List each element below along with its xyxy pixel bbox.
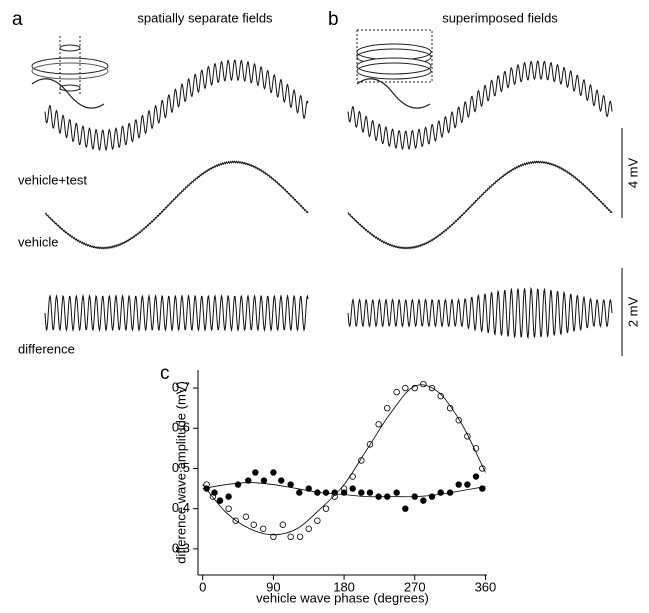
x-tick-label: 180 [333, 579, 355, 594]
panel-label: a [12, 9, 23, 30]
data-point [270, 533, 277, 541]
data-point [252, 469, 259, 476]
traces [44, 59, 613, 340]
trace [44, 59, 309, 152]
data-point [296, 489, 303, 496]
x-tick-label: 90 [266, 579, 280, 594]
x-tick-label: 360 [475, 579, 497, 594]
x-axis-label: vehicle wave phase (degrees) [256, 590, 429, 605]
data-point [305, 525, 312, 532]
data-point [216, 497, 224, 504]
data-point [455, 481, 462, 488]
data-point [245, 477, 252, 484]
data-point [472, 473, 480, 480]
panel-title: spatially separate fields [137, 10, 273, 25]
x-tick-label: 0 [199, 579, 206, 594]
scale-label: 4 mV [625, 158, 640, 189]
y-tick-label: 0.5 [172, 460, 190, 475]
inset-icon [356, 29, 433, 109]
data-point [322, 505, 330, 512]
data-point [211, 489, 218, 496]
data-point [260, 477, 268, 484]
data-point [393, 489, 400, 496]
inset-icon [31, 36, 109, 109]
trace [347, 286, 613, 340]
data-point [366, 489, 374, 496]
data-point [358, 489, 365, 496]
data-point [259, 525, 267, 532]
data-point [402, 384, 409, 392]
data-point [250, 521, 257, 528]
data-point [234, 481, 242, 488]
data-point [340, 489, 348, 496]
fit-line [202, 384, 486, 536]
trace-label: difference [18, 341, 75, 356]
panel-title: superimposed fields [442, 10, 558, 25]
panel-label: c [160, 363, 170, 384]
y-tick-label: 0.6 [172, 420, 190, 435]
scale-label: 2 mV [625, 297, 640, 328]
y-axis-label: difference wave amplitude (mV) [173, 381, 188, 564]
data-point [270, 469, 277, 476]
y-tick-label: 0.4 [172, 500, 190, 515]
data-point [287, 533, 294, 541]
trace [44, 160, 309, 250]
y-tick-label: 0.7 [172, 380, 190, 395]
data-point [349, 485, 356, 492]
x-tick-label: 270 [404, 579, 426, 594]
data-point [420, 380, 427, 388]
trace [347, 160, 613, 250]
data-point [296, 533, 304, 541]
data-point [437, 392, 444, 400]
data-point [384, 404, 391, 412]
y-tick-label: 0.3 [172, 540, 190, 555]
data-point [393, 388, 400, 396]
data-point [305, 485, 312, 492]
data-point [279, 521, 287, 528]
data-point [402, 505, 409, 512]
panel-label: b [328, 9, 339, 30]
data-point [287, 481, 294, 488]
data-point [428, 493, 436, 500]
data-point [242, 513, 250, 520]
chart: c 0 90 180 270 360 0.3 0.4 0.5 0.6 0.7 vehicle wave… [160, 363, 496, 605]
data-point [464, 481, 471, 488]
data-point [225, 505, 232, 512]
trace [44, 294, 309, 332]
fit-line [202, 482, 486, 498]
trace-label: vehicle [18, 234, 58, 249]
data-point [375, 421, 382, 428]
trace-label: vehicle+test [18, 172, 87, 187]
data-point [314, 517, 321, 524]
trace [347, 60, 613, 151]
data-point [420, 497, 427, 504]
data-point [278, 477, 285, 484]
data-point [225, 493, 232, 500]
